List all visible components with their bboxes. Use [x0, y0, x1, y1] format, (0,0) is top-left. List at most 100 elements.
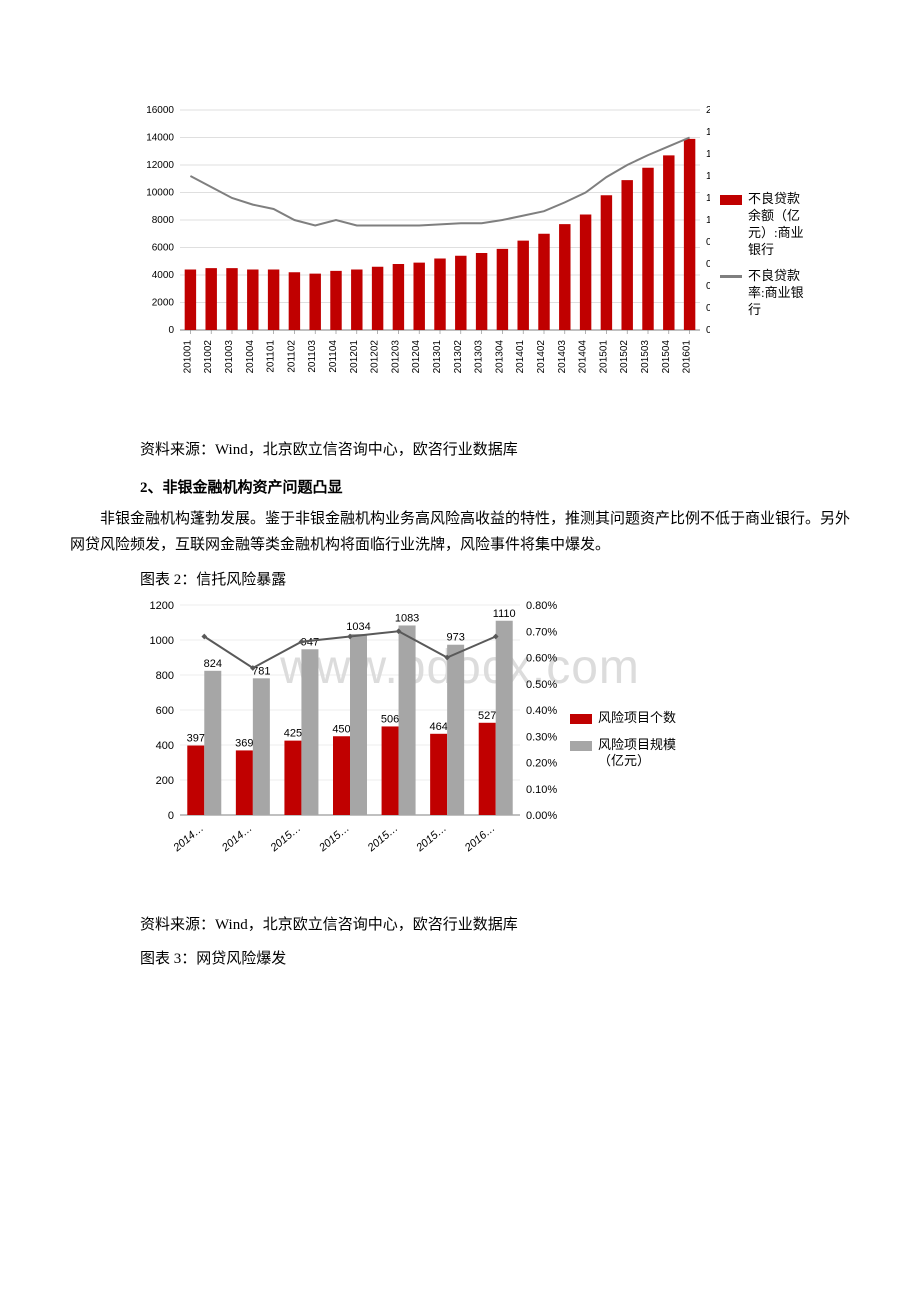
svg-text:201203: 201203: [390, 340, 401, 374]
legend-swatch-bar: [570, 741, 592, 751]
svg-text:0.70%: 0.70%: [526, 626, 557, 638]
svg-text:201601: 201601: [682, 340, 693, 374]
svg-text:1200: 1200: [150, 600, 174, 612]
svg-text:800: 800: [156, 670, 174, 682]
svg-text:2014…: 2014…: [219, 822, 255, 855]
svg-text:201202: 201202: [370, 340, 381, 374]
svg-text:1.80%: 1.80%: [706, 127, 710, 138]
svg-text:201104: 201104: [328, 340, 339, 373]
svg-text:0.20%: 0.20%: [706, 303, 710, 314]
legend-label: 不良贷款率:商业银行: [748, 268, 810, 319]
svg-text:201102: 201102: [286, 340, 297, 373]
svg-text:824: 824: [204, 658, 222, 670]
svg-text:10000: 10000: [146, 188, 174, 199]
chart-3-title: 图表 3：网贷风险爆发: [140, 947, 850, 968]
svg-text:0.20%: 0.20%: [526, 758, 557, 770]
svg-text:1.60%: 1.60%: [706, 149, 710, 160]
svg-text:464: 464: [429, 721, 447, 733]
legend-swatch-bar: [720, 195, 742, 205]
svg-text:0: 0: [168, 325, 174, 336]
svg-text:16000: 16000: [146, 105, 174, 116]
svg-text:0.10%: 0.10%: [526, 784, 557, 796]
chart-1: 0 2000 4000 6000 8000 10000 12000 14000 16000 0.0…: [130, 100, 710, 420]
svg-text:201301: 201301: [432, 340, 443, 374]
svg-text:201501: 201501: [598, 340, 609, 374]
svg-text:201204: 201204: [411, 340, 422, 374]
chart-2-legend: 风险项目个数 风险项目规模（亿元）: [570, 710, 700, 781]
svg-text:201003: 201003: [224, 340, 235, 374]
svg-text:201502: 201502: [619, 340, 630, 374]
chart-2-title: 图表 2：信托风险暴露: [140, 568, 850, 589]
chart-2-wrap: 0 200 400 600 800 1000 1200 0.00% 0.10% 0.20% 0.30…: [130, 595, 850, 895]
svg-text:527: 527: [478, 710, 496, 722]
svg-text:0.50%: 0.50%: [526, 679, 557, 691]
svg-text:506: 506: [381, 713, 399, 725]
section-heading-2: 2、非银金融机构资产问题凸显: [140, 476, 850, 497]
svg-text:600: 600: [156, 705, 174, 717]
svg-text:2015…: 2015…: [268, 822, 304, 855]
svg-text:0.60%: 0.60%: [526, 653, 557, 665]
svg-text:1.20%: 1.20%: [706, 193, 710, 204]
svg-text:2015…: 2015…: [316, 822, 352, 855]
svg-text:0.60%: 0.60%: [706, 259, 710, 270]
svg-text:2015…: 2015…: [365, 822, 401, 855]
chart-2-source: 资料来源：Wind，北京欧立信咨询中心，欧咨行业数据库: [140, 913, 850, 937]
svg-text:201201: 201201: [349, 340, 360, 374]
chart-1-source: 资料来源：Wind，北京欧立信咨询中心，欧咨行业数据库: [140, 438, 850, 462]
legend-swatch-bar: [570, 714, 592, 724]
svg-text:0.40%: 0.40%: [706, 281, 710, 292]
legend-label: 不良贷款余额（亿元）:商业银行: [748, 191, 810, 259]
svg-text:397: 397: [187, 733, 205, 745]
svg-text:200: 200: [156, 775, 174, 787]
svg-text:1.00%: 1.00%: [706, 215, 710, 226]
svg-text:0.40%: 0.40%: [526, 705, 557, 717]
svg-text:201304: 201304: [494, 340, 505, 374]
svg-text:0.80%: 0.80%: [706, 237, 710, 248]
svg-text:201103: 201103: [307, 340, 318, 373]
svg-text:973: 973: [446, 632, 464, 644]
svg-text:1110: 1110: [493, 608, 516, 620]
svg-text:425: 425: [284, 728, 302, 740]
svg-text:201101: 201101: [266, 340, 277, 373]
chart-2: 0 200 400 600 800 1000 1200 0.00% 0.10% 0.20% 0.30…: [130, 595, 560, 895]
svg-text:201403: 201403: [557, 340, 568, 374]
svg-text:0.80%: 0.80%: [526, 600, 557, 612]
legend-item: 不良贷款率:商业银行: [720, 268, 810, 319]
legend-label: 风险项目规模（亿元）: [598, 737, 700, 771]
svg-text:201002: 201002: [203, 340, 214, 374]
svg-text:1034: 1034: [346, 621, 370, 633]
svg-text:2.00%: 2.00%: [706, 105, 710, 116]
svg-text:2014…: 2014…: [171, 822, 207, 855]
svg-text:1000: 1000: [150, 635, 174, 647]
svg-text:1083: 1083: [395, 612, 419, 624]
svg-text:450: 450: [332, 723, 350, 735]
legend-label: 风险项目个数: [598, 710, 676, 727]
svg-text:2015…: 2015…: [413, 822, 449, 855]
legend-item: 风险项目个数: [570, 710, 700, 727]
svg-text:2016…: 2016…: [462, 822, 498, 855]
legend-item: 不良贷款余额（亿元）:商业银行: [720, 191, 810, 259]
svg-text:400: 400: [156, 740, 174, 752]
legend-swatch-line: [720, 275, 742, 278]
svg-text:201303: 201303: [474, 340, 485, 374]
svg-text:8000: 8000: [152, 215, 175, 226]
chart-1-legend: 不良贷款余额（亿元）:商业银行 不良贷款率:商业银行: [720, 191, 810, 329]
svg-text:2000: 2000: [152, 298, 175, 309]
svg-text:0.00%: 0.00%: [706, 325, 710, 336]
svg-text:12000: 12000: [146, 160, 174, 171]
chart-1-wrap: 0 2000 4000 6000 8000 10000 12000 14000 16000 0.0…: [130, 100, 850, 420]
svg-text:1.40%: 1.40%: [706, 171, 710, 182]
svg-text:201004: 201004: [245, 340, 256, 374]
svg-text:0.30%: 0.30%: [526, 731, 557, 743]
svg-text:0: 0: [168, 810, 174, 822]
legend-item: 风险项目规模（亿元）: [570, 737, 700, 771]
svg-text:201401: 201401: [515, 340, 526, 374]
svg-text:201402: 201402: [536, 340, 547, 374]
svg-text:6000: 6000: [152, 243, 175, 254]
svg-text:4000: 4000: [152, 270, 175, 281]
svg-text:369: 369: [235, 737, 253, 749]
svg-text:0.00%: 0.00%: [526, 810, 557, 822]
svg-text:14000: 14000: [146, 133, 174, 144]
svg-text:201404: 201404: [578, 340, 589, 374]
svg-text:201001: 201001: [182, 340, 193, 374]
